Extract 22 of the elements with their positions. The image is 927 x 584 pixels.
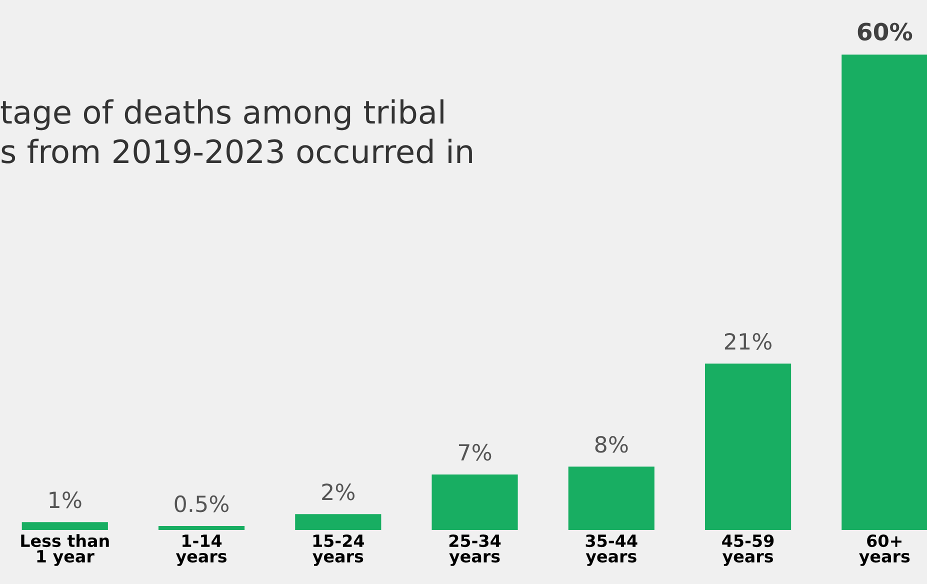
x-tick-label: 45-59 years xyxy=(722,534,774,566)
x-tick-label: Less than 1 year xyxy=(21,534,109,566)
x-tick-label: 60+ years xyxy=(859,534,910,566)
x-tick-label: 35-44 years xyxy=(586,534,638,566)
data-label: 1% xyxy=(50,491,82,508)
bar xyxy=(842,54,927,530)
x-tick-label: 1-14 years xyxy=(176,534,227,566)
data-label: 8% xyxy=(595,436,628,453)
bar xyxy=(432,474,518,530)
data-label: 21% xyxy=(724,333,772,350)
bar xyxy=(158,526,245,530)
data-label: 60% xyxy=(858,22,912,41)
data-label: 2% xyxy=(322,484,355,500)
x-tick-label: 15-24 years xyxy=(312,534,364,566)
bar xyxy=(295,514,382,530)
text: tage of deaths among tribal s from 2019-2023 occurred in xyxy=(0,99,472,164)
data-label: 0.5% xyxy=(174,495,229,512)
bar xyxy=(22,522,108,530)
x-tick-label: 25-34 years xyxy=(449,534,501,566)
data-label: 7% xyxy=(458,444,492,461)
bar xyxy=(568,466,654,530)
bar xyxy=(704,364,792,530)
